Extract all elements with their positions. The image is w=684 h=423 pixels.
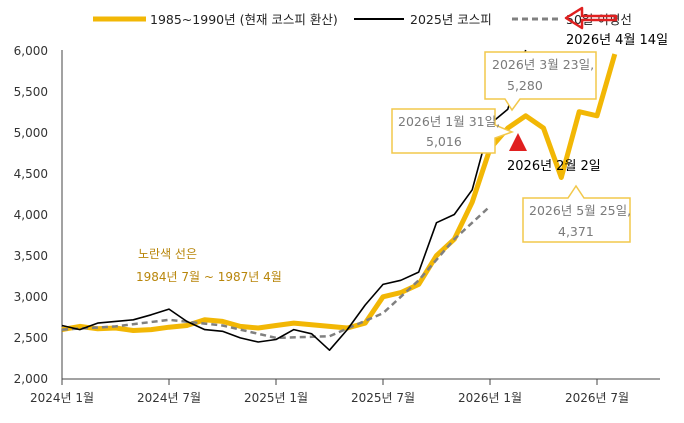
callout-text: 2026년 1월 31일, xyxy=(398,114,500,129)
red-triangle-marker-icon xyxy=(509,133,527,151)
note-line-1: 노란색 선은 xyxy=(138,247,197,261)
legend-label-yellow: 1985~1990년 (현재 코스피 환산) xyxy=(150,12,338,27)
y-tick-label: 4,500 xyxy=(14,167,48,181)
callout-box-jan31: 2026년 1월 31일, 5,016 xyxy=(391,108,515,154)
y-tick-label: 3,000 xyxy=(14,290,48,304)
callout-value: 5,016 xyxy=(426,134,462,149)
x-ticks: 2024년 1월 2024년 7월 2025년 1월 2025년 7월 2026… xyxy=(30,379,629,405)
y-tick-label: 5,000 xyxy=(14,126,48,140)
callout-value: 5,280 xyxy=(507,78,543,93)
x-tick-label: 2025년 1월 xyxy=(244,391,308,405)
callout-box-may25: 2026년 5월 25일, 4,371 xyxy=(522,184,631,243)
legend-label-black: 2025년 코스피 xyxy=(410,12,492,27)
callout-border xyxy=(391,108,515,154)
y-ticks: 2,000 2,500 3,000 3,500 4,000 4,500 5,00… xyxy=(14,44,48,386)
callout-value: 4,371 xyxy=(558,224,594,239)
series-line-kospi-2025 xyxy=(61,49,527,352)
legend: 1985~1990년 (현재 코스피 환산) 2025년 코스피 50일 이평선 xyxy=(93,12,632,27)
callout-border xyxy=(522,184,631,243)
arrow-date-label: 2026년 4월 14일 xyxy=(566,33,668,48)
y-tick-label: 2,500 xyxy=(14,331,48,345)
y-tick-label: 4,000 xyxy=(14,208,48,222)
series-line-1985-1990 xyxy=(61,53,618,333)
red-arrow-annotation: 2026년 4월 14일 xyxy=(564,6,668,48)
callout-border xyxy=(484,51,597,112)
series-line-50day-ma xyxy=(61,205,491,340)
callout-text: 2026년 5월 25일, xyxy=(529,203,631,218)
y-tick-label: 5,500 xyxy=(14,85,48,99)
x-tick-label: 2024년 1월 xyxy=(30,391,94,405)
x-tick-label: 2025년 7월 xyxy=(351,391,415,405)
red-arrow-icon xyxy=(564,6,618,30)
x-tick-label: 2026년 7월 xyxy=(565,391,629,405)
y-tick-label: 6,000 xyxy=(14,44,48,58)
note-line-2: 1984년 7월 ~ 1987년 4월 xyxy=(136,270,282,284)
callout-text: 2026년 3월 23일, xyxy=(492,57,594,72)
y-tick-label: 2,000 xyxy=(14,372,48,386)
callout-box-mar23: 2026년 3월 23일, 5,280 xyxy=(484,51,597,112)
y-tick-label: 3,500 xyxy=(14,249,48,263)
x-tick-label: 2024년 7월 xyxy=(137,391,201,405)
marker-date-label: 2026년 2월 2일 xyxy=(507,159,601,174)
series-layer xyxy=(61,49,618,352)
x-tick-label: 2026년 1월 xyxy=(458,391,522,405)
